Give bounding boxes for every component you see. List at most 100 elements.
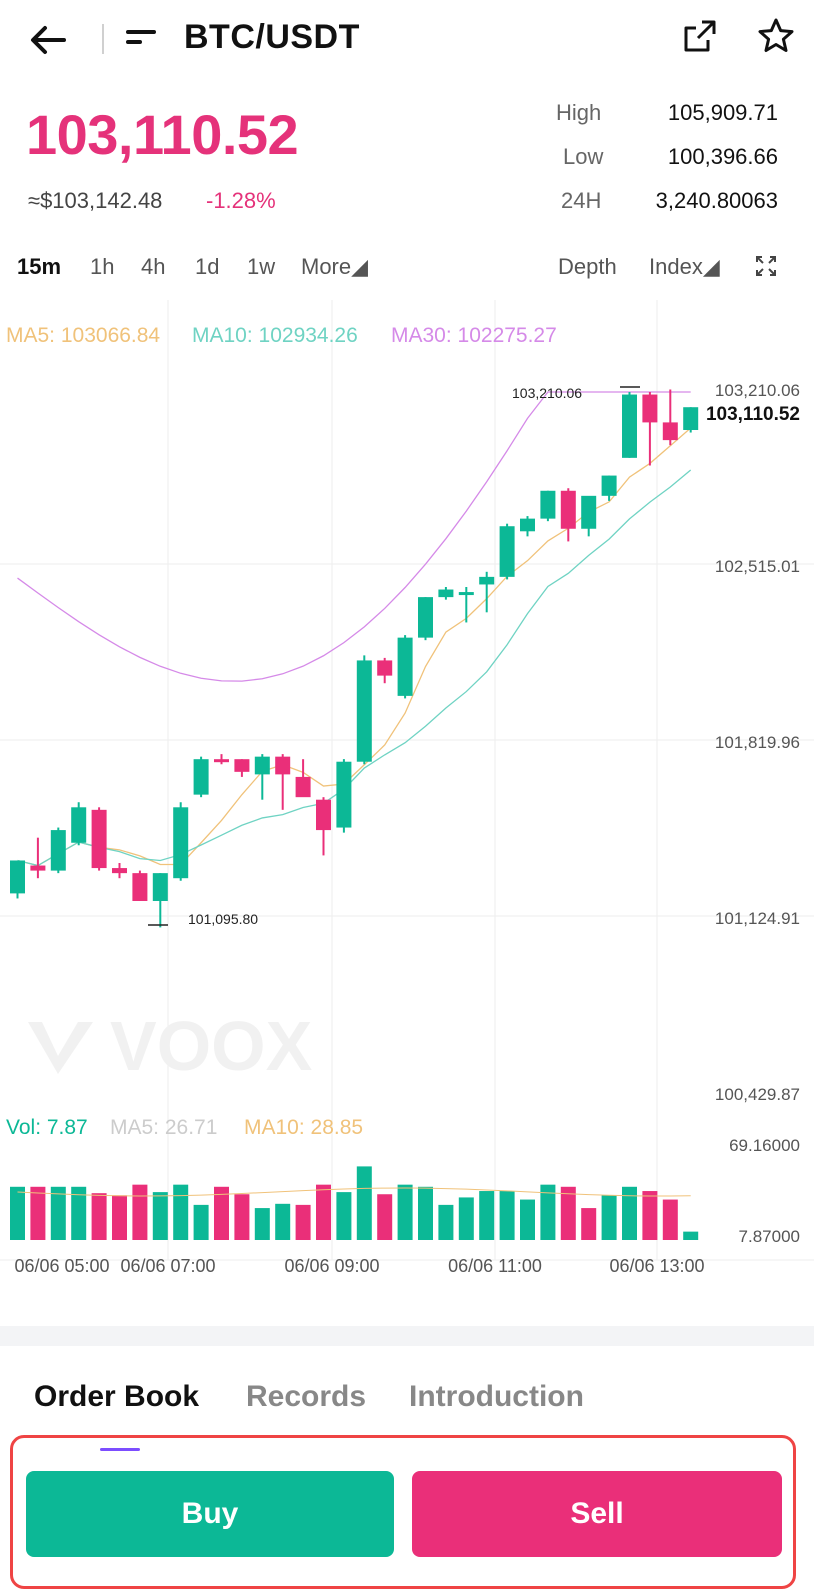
volume-bar (132, 1184, 148, 1240)
depth-toggle[interactable]: Depth (558, 254, 617, 279)
price-axis-label: 100,429.87 (715, 1085, 800, 1104)
header-bar: BTC/USDT (0, 0, 814, 80)
candle-body (356, 660, 372, 762)
candle-body (520, 518, 535, 532)
watermark-text: VOOX (110, 1007, 313, 1085)
timeframe-15m[interactable]: 15m (17, 254, 62, 279)
volume-bar (662, 1199, 678, 1240)
timeframe-more[interactable]: More◢ (301, 254, 369, 279)
time-axis-label: 06/06 07:00 (120, 1256, 215, 1276)
section-divider (0, 1326, 814, 1346)
timeframe-4h[interactable]: 4h (141, 254, 166, 279)
volume-bar (30, 1186, 46, 1240)
usd-equivalent: ≈$103,142.48 (28, 188, 163, 213)
volume-bar (601, 1195, 617, 1240)
volume-bar (540, 1184, 556, 1240)
volume-24h-label: 24H (561, 188, 602, 213)
volume-bar (336, 1192, 352, 1240)
chart-canvas: VOOX MA5: 103066.84 MA10: 102934.26 MA30: … (0, 300, 814, 1276)
candle-body (234, 759, 250, 772)
high-label: High (556, 100, 602, 125)
volume-axis-label: 7.87000 (739, 1227, 800, 1246)
candle-body (132, 873, 148, 901)
candle-body (275, 756, 291, 775)
volume-ma5-label: MA5: 26.71 (110, 1116, 217, 1139)
candle-body (336, 761, 352, 828)
price-chart[interactable]: VOOX MA5: 103066.84 MA10: 102934.26 MA30: … (0, 300, 814, 1300)
candle-body (71, 807, 87, 843)
candle-body (254, 756, 270, 775)
ma30-label: MA30: 102275.27 (391, 324, 557, 347)
candle-body (10, 860, 25, 894)
sell-button[interactable]: Sell (412, 1471, 782, 1557)
pair-title[interactable]: BTC/USDT (184, 18, 360, 56)
volume-bar (316, 1184, 331, 1240)
timeframe-1h[interactable]: 1h (90, 254, 115, 279)
volume-bar (499, 1191, 515, 1240)
time-axis-label: 06/06 09:00 (284, 1256, 379, 1276)
candle-body (560, 490, 576, 529)
header-divider (102, 24, 104, 54)
price-axis-label: 102,515.01 (715, 557, 800, 576)
candle-body (214, 759, 229, 763)
back-button[interactable] (26, 18, 70, 62)
fullscreen-button[interactable] (754, 254, 778, 284)
trade-actions-highlight (10, 1435, 796, 1589)
timeframe-1d[interactable]: 1d (195, 254, 220, 279)
ma5-label: MA5: 103066.84 (6, 324, 160, 347)
last-price-axis-label: 103,110.52 (706, 404, 800, 425)
volume-bar (91, 1193, 107, 1240)
ma5-line (17, 427, 692, 867)
price-axis-label: 101,124.91 (715, 909, 800, 928)
volume-axis-label: 69.16000 (729, 1136, 800, 1155)
last-price: 103,110.52 (26, 103, 299, 166)
candle-body (622, 394, 637, 458)
volume-bar (152, 1192, 168, 1240)
volume-bar (275, 1203, 291, 1240)
favorite-button[interactable] (756, 16, 800, 60)
volume-bar (71, 1186, 87, 1240)
volume-bar (642, 1191, 658, 1240)
volume-bar (295, 1204, 311, 1240)
volume-bar (520, 1199, 535, 1240)
index-selector[interactable]: Index◢ (649, 254, 720, 279)
candle-body (662, 422, 678, 441)
timeframe-bar: 15m 1h 4h 1d 1w More◢ Depth Index◢ (0, 246, 814, 290)
buy-button[interactable]: Buy (26, 1471, 394, 1557)
volume-bar (397, 1184, 413, 1240)
volume-bar (234, 1194, 250, 1240)
candle-body (642, 394, 658, 423)
volume-bar (683, 1231, 699, 1240)
candle-body (316, 799, 331, 831)
timeframe-1w[interactable]: 1w (247, 254, 276, 279)
tab-indicator (100, 1448, 140, 1451)
volume-bar (254, 1208, 270, 1240)
tab-introduction[interactable]: Introduction (409, 1380, 584, 1413)
share-button[interactable] (680, 16, 724, 60)
candle-body (418, 597, 433, 638)
candle-body (499, 526, 515, 577)
volume-bar (10, 1186, 25, 1240)
ma30-line (17, 391, 691, 682)
candle-body (377, 660, 393, 676)
candle-body (479, 576, 495, 585)
ma10-label: MA10: 102934.26 (192, 324, 358, 347)
menu-icon (126, 30, 156, 44)
high-value: 105,909.71 (667, 100, 778, 125)
candle-body (193, 759, 209, 795)
watermark-logo (28, 1022, 93, 1074)
volume-bar (438, 1204, 454, 1240)
candle-body (581, 495, 597, 529)
volume-bar (356, 1166, 372, 1240)
star-icon (758, 18, 794, 52)
min-price-annotation: 101,095.80 (188, 911, 258, 927)
tab-order-book[interactable]: Order Book (34, 1380, 200, 1413)
pair-menu-button[interactable] (122, 22, 162, 58)
candle-body (601, 475, 617, 496)
volume-bar (479, 1191, 495, 1240)
candle-body (30, 865, 46, 871)
tab-records[interactable]: Records (246, 1380, 367, 1413)
candle-body (458, 592, 474, 596)
max-price-annotation: 103,210.06 (512, 385, 582, 401)
volume-bar (377, 1194, 393, 1240)
